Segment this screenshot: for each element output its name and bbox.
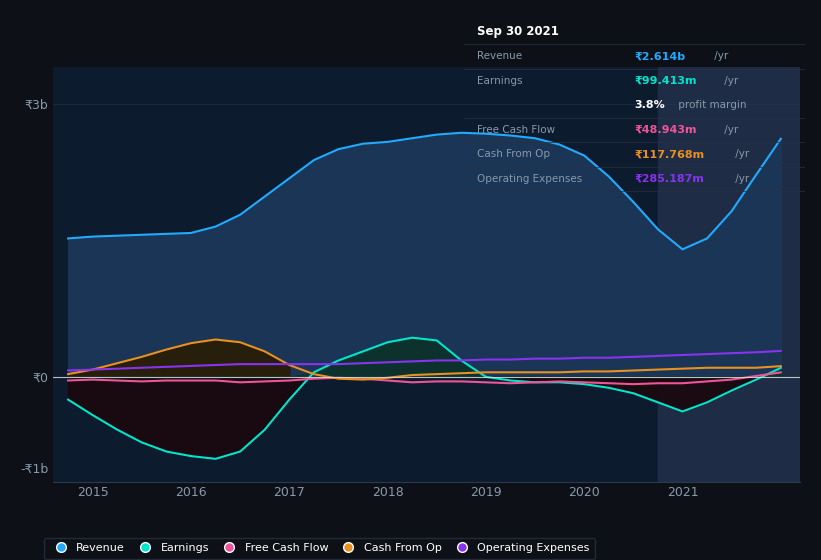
Text: Earnings: Earnings (478, 76, 523, 86)
Text: ₹48.943m: ₹48.943m (635, 125, 697, 135)
Text: /yr: /yr (710, 52, 727, 62)
Text: Operating Expenses: Operating Expenses (478, 174, 583, 184)
Text: ₹99.413m: ₹99.413m (635, 76, 697, 86)
Text: Revenue: Revenue (478, 52, 523, 62)
Text: profit margin: profit margin (675, 100, 746, 110)
Text: /yr: /yr (732, 174, 750, 184)
Text: Sep 30 2021: Sep 30 2021 (478, 25, 559, 38)
Text: /yr: /yr (722, 76, 739, 86)
Text: ₹117.768m: ₹117.768m (635, 150, 704, 160)
Bar (658, 67, 800, 482)
Text: Cash From Op: Cash From Op (478, 150, 551, 160)
Text: 3.8%: 3.8% (635, 100, 665, 110)
Text: /yr: /yr (732, 150, 750, 160)
Text: ₹285.187m: ₹285.187m (635, 174, 704, 184)
Legend: Revenue, Earnings, Free Cash Flow, Cash From Op, Operating Expenses: Revenue, Earnings, Free Cash Flow, Cash … (44, 538, 595, 559)
Text: Free Cash Flow: Free Cash Flow (478, 125, 556, 135)
Text: /yr: /yr (722, 125, 739, 135)
Text: ₹2.614b: ₹2.614b (635, 52, 686, 62)
